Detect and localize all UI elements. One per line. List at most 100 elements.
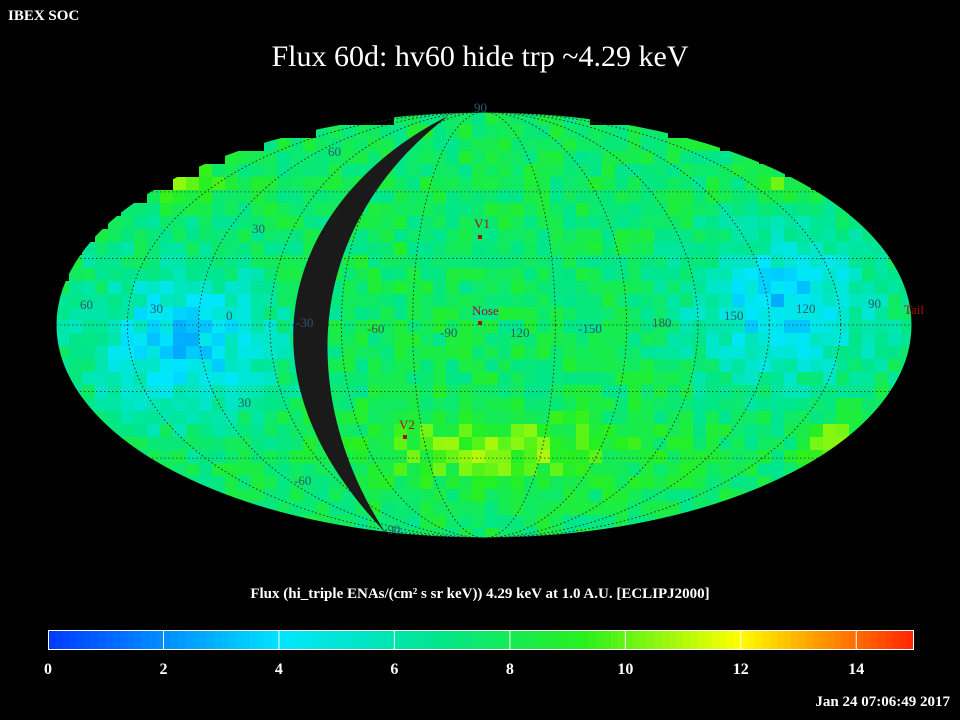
flux-pixel xyxy=(524,112,538,126)
flux-pixel xyxy=(394,229,408,243)
flux-pixel xyxy=(537,294,551,308)
flux-pixel xyxy=(602,294,616,308)
colorbar-cell xyxy=(596,630,605,650)
colorbar-cell xyxy=(221,630,230,650)
flux-pixel xyxy=(836,398,850,412)
flux-pixel xyxy=(719,190,733,204)
flux-pixel xyxy=(628,151,642,165)
flux-pixel xyxy=(576,411,590,425)
flux-pixel xyxy=(589,333,603,347)
flux-pixel xyxy=(576,242,590,256)
flux-pixel xyxy=(550,177,564,191)
flux-pixel xyxy=(342,411,356,425)
flux-pixel xyxy=(901,294,912,308)
flux-pixel xyxy=(238,489,252,503)
flux-pixel xyxy=(446,463,460,477)
colorbar-cell xyxy=(206,630,215,650)
flux-pixel xyxy=(745,385,759,399)
flux-pixel xyxy=(95,333,109,347)
flux-pixel xyxy=(303,190,317,204)
flux-pixel xyxy=(108,242,122,256)
flux-pixel xyxy=(329,359,343,373)
colorbar-cell xyxy=(791,630,800,650)
flux-pixel xyxy=(355,333,369,347)
flux-pixel xyxy=(524,151,538,165)
flux-pixel xyxy=(485,229,499,243)
flux-pixel xyxy=(407,281,421,295)
flux-pixel xyxy=(82,372,96,386)
flux-pixel xyxy=(199,398,213,412)
colorbar-cell xyxy=(769,630,778,650)
flux-pixel xyxy=(732,372,746,386)
colorbar-cell xyxy=(307,630,316,650)
flux-pixel xyxy=(342,151,356,165)
flux-pixel xyxy=(784,268,798,282)
flux-pixel xyxy=(238,281,252,295)
flux-pixel xyxy=(147,216,161,230)
flux-pixel xyxy=(316,151,330,165)
flux-pixel xyxy=(433,294,447,308)
flux-pixel xyxy=(225,216,239,230)
flux-pixel xyxy=(576,112,590,126)
flux-pixel xyxy=(797,398,811,412)
flux-pixel xyxy=(238,242,252,256)
flux-pixel xyxy=(264,307,278,321)
flux-pixel xyxy=(654,190,668,204)
flux-pixel xyxy=(693,164,707,178)
flux-pixel xyxy=(563,229,577,243)
flux-pixel xyxy=(108,255,122,269)
flux-pixel xyxy=(810,346,824,360)
flux-pixel xyxy=(420,385,434,399)
flux-pixel xyxy=(719,463,733,477)
flux-pixel xyxy=(758,229,772,243)
flux-pixel xyxy=(108,372,122,386)
colorbar-cell xyxy=(892,630,901,650)
flux-pixel xyxy=(706,151,720,165)
flux-pixel xyxy=(472,476,486,490)
flux-pixel xyxy=(121,320,135,334)
flux-pixel xyxy=(446,216,460,230)
flux-pixel xyxy=(368,307,382,321)
flux-pixel xyxy=(641,177,655,191)
flux-pixel xyxy=(420,320,434,334)
flux-pixel xyxy=(277,346,291,360)
flux-pixel xyxy=(823,190,837,204)
flux-pixel xyxy=(446,489,460,503)
colorbar-cell xyxy=(452,630,460,650)
colorbar-cell xyxy=(755,630,764,650)
flux-pixel xyxy=(238,476,252,490)
flux-pixel xyxy=(706,411,720,425)
flux-pixel xyxy=(758,450,772,464)
flux-pixel xyxy=(511,463,525,477)
flux-pixel xyxy=(849,346,863,360)
flux-pixel xyxy=(563,268,577,282)
flux-pixel xyxy=(355,281,369,295)
flux-pixel xyxy=(277,151,291,165)
flux-pixel xyxy=(368,398,382,412)
flux-pixel xyxy=(589,294,603,308)
flux-pixel xyxy=(407,268,421,282)
flux-pixel xyxy=(745,333,759,347)
flux-pixel xyxy=(69,255,83,269)
flux-pixel xyxy=(485,255,499,269)
flux-pixel xyxy=(212,164,226,178)
flux-pixel xyxy=(654,502,668,516)
flux-pixel xyxy=(589,229,603,243)
colorbar-cell xyxy=(661,630,670,650)
colorbar-cell xyxy=(899,630,908,650)
flux-pixel xyxy=(69,294,83,308)
flux-pixel xyxy=(251,346,265,360)
flux-pixel xyxy=(381,450,395,464)
flux-pixel xyxy=(511,398,525,412)
flux-pixel xyxy=(641,320,655,334)
flux-pixel xyxy=(862,229,876,243)
flux-pixel xyxy=(251,411,265,425)
flux-pixel xyxy=(615,190,629,204)
flux-pixel xyxy=(602,281,616,295)
flux-pixel xyxy=(615,476,629,490)
flux-pixel xyxy=(511,242,525,256)
colorbar-cell xyxy=(545,630,554,650)
flux-pixel xyxy=(368,450,382,464)
flux-pixel xyxy=(485,346,499,360)
flux-pixel xyxy=(82,359,96,373)
